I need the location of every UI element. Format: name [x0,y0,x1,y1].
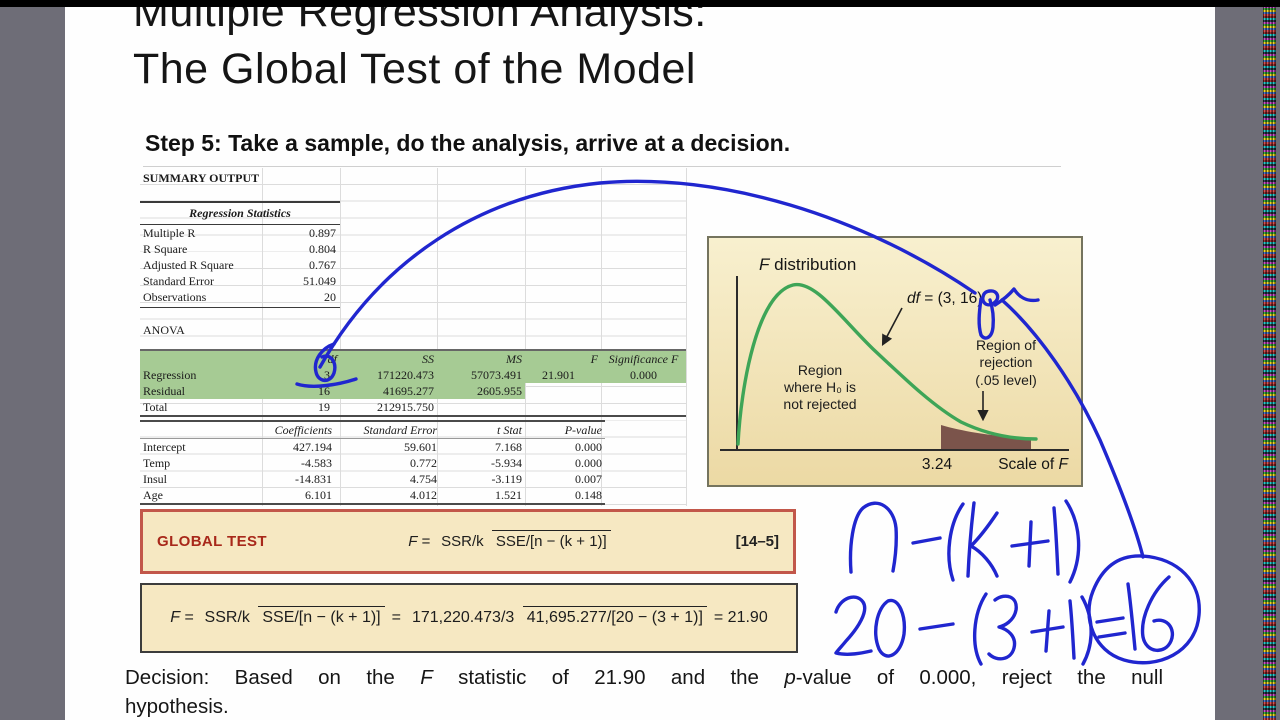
f-equals: F = [408,533,431,550]
reject-region-label-2: rejection [980,354,1033,370]
ink-circle-around-16 [1087,554,1201,665]
accept-region-label-1: Region [798,362,842,378]
rule [140,201,340,203]
f-result: = 21.90 [713,609,768,626]
right-letterbox-bar [1215,0,1280,720]
handwritten-formula-n-k1 [848,499,1081,584]
reject-region-label-1: Region of [976,337,1036,353]
stat-label: Multiple R [143,226,196,240]
f-equals: F = [170,609,194,626]
col-coefficients: Coefficients [240,421,335,439]
rule [140,307,340,308]
excel-output-region: SUMMARY OUTPUT Regression Statistics Mul… [140,168,687,506]
coef-row-age: Age 6.101 4.012 1.521 0.148 [143,488,602,502]
x-axis-label: Scale of F [998,456,1069,473]
accept-region-label-3: not rejected [783,396,856,412]
anova-label: ANOVA [143,323,185,337]
fraction-numeric: 171,220.473/3 41,695.277/[20 − (3 + 1)] [408,606,707,627]
slide-title: Multiple Regression Analysis: The Global… [133,0,1133,98]
video-noise-strip [1263,0,1276,720]
coefficients-header-row: Coefficients Standard Error t Stat P-val… [140,421,605,439]
accept-region-label-2: where H₀ is [783,379,856,395]
left-letterbox-bar [0,0,65,720]
coef-row-temp: Temp -4.583 0.772 -5.934 0.000 [143,456,602,470]
critical-value-label: 3.24 [922,456,953,473]
equation-reference: [14–5] [735,533,779,550]
grid-line [686,168,687,506]
step5-heading: Step 5: Take a sample, do the analysis, … [145,130,791,156]
regression-statistics-title: Regression Statistics [189,206,291,220]
fraction-symbolic: SSR/k SSE/[n − (k + 1)] [201,606,385,627]
anova-row-regression: Regression 3 171220.473 57073.491 21.901… [140,367,686,383]
rule [140,224,340,225]
global-test-box: GLOBAL TEST F = SSR/k SSE/[n − (k + 1)] … [140,509,796,574]
slide-title-line2: The Global Test of the Model [133,45,696,93]
summary-output-label: SUMMARY OUTPUT [143,171,260,185]
anova-table: df SS MS F Significance F Regression 3 1… [140,349,686,417]
stat-label: Standard Error [143,274,214,288]
fraction: SSR/k SSE/[n − (k + 1)] [437,530,611,550]
equals-sign: = [391,609,401,626]
col-t-stat: t Stat [440,421,525,439]
df-label: df = (3, 16) [907,290,982,307]
f-distribution-chart: F distribution df = (3, 16) Region where… [707,236,1083,487]
table-row: Multiple R 0.897 [140,225,340,241]
global-test-label: GLOBAL TEST [157,533,267,550]
col-p-value: P-value [525,421,605,439]
anova-row-total: Total 19 212915.750 [143,400,434,414]
col-ms: MS [437,350,525,367]
col-df: df [262,350,340,367]
coef-row-insul: Insul -14.831 4.754 -3.119 0.007 [143,472,602,486]
global-test-formula: F = SSR/k SSE/[n − (k + 1)] [307,530,719,550]
f-calculation-box: F = SSR/k SSE/[n − (k + 1)] = 171,220.47… [140,583,798,653]
stat-value: 20 [324,290,336,304]
table-row: Observations 20 [140,289,340,305]
stat-value: 0.897 [309,226,336,240]
top-letterbox-bar [0,0,1280,7]
stat-label: Adjusted R Square [143,258,234,272]
coef-row-intercept: Intercept 427.194 59.601 7.168 0.000 [143,440,602,454]
col-ss: SS [340,350,437,367]
stat-value: 0.804 [309,242,336,256]
anova-header-row: df SS MS F Significance F [140,350,686,367]
coefficients-table: Coefficients Standard Error t Stat P-val… [140,420,605,505]
regression-statistics-table: Multiple R 0.897 R Square 0.804 Adjusted R… [140,225,340,305]
table-row: R Square 0.804 [140,241,340,257]
f-distribution-figure: F distribution df = (3, 16) Region where… [707,236,1083,487]
table-row: Standard Error 51.049 [140,273,340,289]
anova-row-residual: Residual 16 41695.277 2605.955 [140,383,686,399]
stat-value: 51.049 [303,274,336,288]
figure-title: F distribution [759,255,856,274]
stat-label: Observations [143,290,207,304]
decision-text: Decision: Based on the F statistic of 21… [125,666,1163,719]
divider-line [143,166,1061,167]
stat-value: 0.767 [309,258,336,272]
stat-label: R Square [143,242,188,256]
col-standard-error: Standard Error [335,421,440,439]
handwritten-formula-20-3-1-16 [834,575,1174,666]
decision-line2: hypothesis. [125,695,229,718]
reject-region-label-3: (.05 level) [975,372,1036,388]
col-f: F [525,350,601,367]
col-significance-f: Significance F [601,350,686,367]
f-calculation-formula: F = SSR/k SSE/[n − (k + 1)] = 171,220.47… [170,606,768,627]
decision-line1: Decision: Based on the F statistic of 21… [125,666,1163,689]
table-row: Adjusted R Square 0.767 [140,257,340,273]
grid-line [262,168,263,506]
